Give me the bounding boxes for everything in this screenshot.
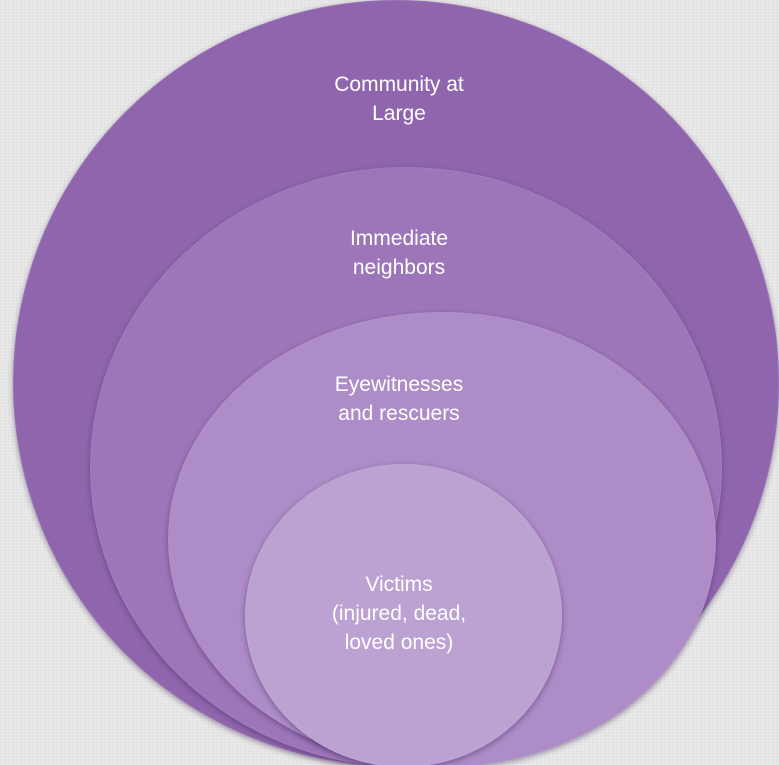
ring-victims bbox=[245, 464, 562, 765]
ring-label-immediate-neighbors: Immediate neighbors bbox=[349, 227, 449, 279]
ring-label-community-at-large: Community at Large bbox=[334, 73, 464, 125]
ring-label-eyewitnesses-and-rescuers: Eyewitnesses and rescuers bbox=[334, 373, 464, 425]
ring-label-victims: Victims (injured, dead, loved ones) bbox=[331, 573, 467, 654]
